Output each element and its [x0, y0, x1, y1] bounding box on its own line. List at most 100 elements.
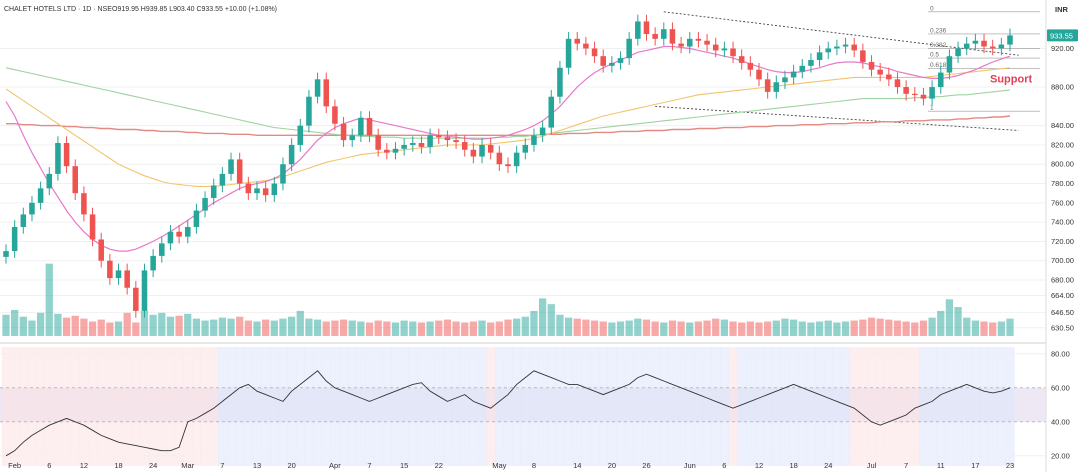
rsi-zone	[633, 347, 643, 466]
volume-bar	[287, 316, 296, 336]
candle-body	[340, 123, 347, 141]
volume-bar	[175, 315, 183, 336]
candle	[444, 130, 451, 147]
last-price-badge: 933.55	[1047, 29, 1078, 42]
candle-body	[37, 188, 44, 203]
rsi-zone	[339, 347, 349, 466]
volume-bar	[547, 304, 555, 336]
candle	[626, 32, 632, 65]
candle	[280, 157, 286, 191]
rsi-zone	[823, 347, 833, 466]
price-tick-label: 664.00	[1051, 291, 1074, 300]
candle	[600, 49, 606, 73]
volume-bar	[339, 319, 348, 336]
candle-body	[764, 79, 771, 92]
volume-bar	[954, 307, 962, 336]
rsi-zone	[1005, 347, 1015, 466]
candle	[756, 62, 762, 87]
candle	[522, 138, 529, 160]
price-candles[interactable]	[3, 14, 1013, 318]
time-tick-label: Mar	[181, 461, 194, 470]
candle	[557, 61, 563, 104]
volume-bar	[313, 319, 322, 336]
rsi-zone	[347, 347, 357, 466]
rsi-zone	[572, 347, 582, 466]
candle	[11, 220, 18, 258]
rsi-zone	[867, 347, 877, 466]
candle	[401, 138, 407, 156]
rsi-zone	[321, 347, 331, 466]
volume-bar	[192, 318, 201, 336]
rsi-zone	[287, 347, 297, 466]
candle	[548, 89, 555, 135]
candle	[37, 181, 44, 210]
candle-body	[254, 188, 260, 194]
rsi-zone	[44, 347, 55, 466]
rsi-zone	[720, 347, 730, 466]
rsi-zone	[503, 347, 513, 466]
candle	[842, 37, 849, 54]
time-tick-label: 11	[937, 461, 945, 470]
candle	[635, 14, 641, 46]
candle-body	[652, 33, 658, 39]
rsi-zone	[391, 347, 401, 466]
candle	[730, 41, 736, 63]
volume-bar	[573, 318, 581, 336]
candle-body	[202, 198, 208, 211]
rsi-zone	[174, 347, 184, 466]
time-tick-label: 22	[435, 461, 443, 470]
candle	[29, 196, 35, 222]
candle-body	[219, 173, 226, 186]
candle	[63, 136, 70, 173]
volume-bar	[893, 320, 902, 336]
candle	[505, 157, 511, 173]
candle	[306, 89, 312, 133]
candle-body	[886, 74, 892, 80]
candle	[418, 136, 425, 154]
candle	[410, 136, 416, 152]
volume-bar	[1006, 318, 1014, 336]
candle	[107, 253, 113, 285]
candle-body	[557, 67, 563, 97]
candle-body	[574, 38, 581, 44]
candle	[583, 36, 589, 56]
rsi-zone	[148, 347, 158, 466]
volume-bar	[738, 322, 746, 336]
candle	[453, 133, 459, 149]
rsi-zone	[295, 347, 306, 466]
rsi-zone	[140, 347, 150, 466]
rsi-zone	[901, 347, 911, 466]
candle	[219, 167, 226, 193]
candle	[210, 178, 217, 205]
candle-body	[730, 48, 736, 57]
candle-body	[963, 43, 970, 49]
time-axis[interactable]: Feb 6 12 18 24 Mar 7 13 20 Apr 7 15 22 May 8 14 20 26 Jun 6…	[8, 461, 1014, 470]
volume-bar	[807, 322, 815, 336]
volume-bar	[945, 299, 954, 336]
rsi-zone	[36, 347, 46, 466]
currency-label: INR	[1055, 5, 1069, 14]
volume-bar	[556, 314, 564, 336]
volume-bar	[227, 318, 235, 336]
volume-bar	[504, 319, 512, 336]
time-tick-label: 8	[532, 461, 536, 470]
candle	[20, 207, 27, 234]
rsi-zone	[564, 347, 574, 466]
candle-body	[894, 79, 901, 88]
rsi-zone	[252, 347, 262, 466]
rsi-zone	[27, 347, 37, 466]
candle-body	[513, 152, 520, 167]
price-tick-label: 840.00	[1051, 121, 1074, 130]
candle-body	[479, 144, 485, 157]
candle-body	[643, 21, 650, 34]
candle	[704, 33, 710, 52]
volume-bar	[426, 321, 434, 336]
rsi-tick-label: 20.00	[1051, 451, 1070, 460]
volume-bar	[616, 321, 625, 336]
volume-bar	[461, 322, 469, 336]
price-axis[interactable]: 630.50 646.50 664.00 680.00 700.00 720.00 740.…	[1051, 44, 1074, 460]
volume-bar	[114, 321, 123, 336]
candle	[150, 249, 156, 278]
candle	[3, 244, 9, 264]
